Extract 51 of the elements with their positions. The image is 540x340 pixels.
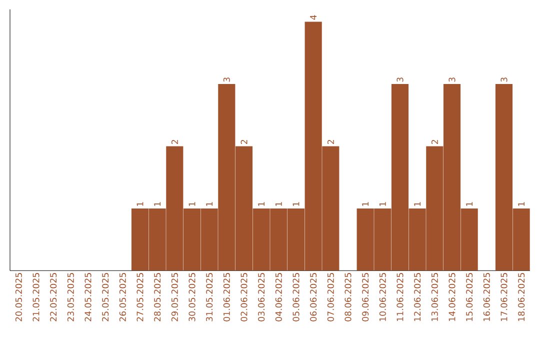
data-label: 1: [276, 202, 282, 206]
x-tick-label: 11.06.2025: [396, 273, 404, 321]
data-label: 1: [258, 202, 264, 206]
x-tick-label: 21.05.2025: [32, 273, 40, 322]
data-label: 1: [466, 202, 472, 206]
x-tick-label: 17.06.2025: [500, 273, 508, 321]
data-label: 1: [292, 202, 300, 206]
x-tick-label: 25.05.2025: [102, 273, 109, 322]
x-tick-label: 30.05.2025: [188, 273, 196, 322]
x-tick-label: 02.06.2025: [240, 273, 248, 322]
data-label: 2: [431, 140, 438, 144]
x-tick-label: 15.06.2025: [466, 273, 473, 321]
data-label: 1: [154, 202, 160, 206]
data-label: 1: [380, 202, 386, 206]
data-label: 1: [518, 202, 524, 206]
x-tick-label: 14.06.2025: [448, 273, 456, 321]
data-label: 2: [327, 140, 334, 144]
x-tick-label: 01.06.2025: [223, 273, 230, 322]
data-label: 3: [500, 78, 508, 82]
x-tick-label: 22.05.2025: [50, 273, 57, 322]
data-label: 4: [310, 15, 316, 20]
x-tick-label: 24.05.2025: [84, 273, 92, 322]
x-tick-label: 26.05.2025: [119, 273, 126, 322]
data-label: 1: [188, 202, 196, 206]
data-label: 1: [414, 202, 420, 206]
x-tick-label: 08.06.2025: [344, 273, 352, 322]
x-tick-label: 20.05.2025: [15, 273, 22, 322]
x-tick-label: 13.06.2025: [431, 273, 438, 321]
x-tick-label: 07.06.2025: [327, 273, 334, 322]
data-label: 1: [136, 202, 144, 206]
x-tick-label: 29.05.2025: [171, 273, 178, 322]
x-tick-label: 18.06.2025: [518, 273, 525, 321]
x-tick-label: 03.06.2025: [258, 273, 265, 322]
data-label: 2: [240, 140, 248, 144]
x-tick-label: 28.05.2025: [154, 273, 161, 322]
data-label: 3: [396, 78, 404, 82]
data-label: 1: [206, 202, 212, 206]
x-tick-label: 31.05.2025: [206, 273, 213, 322]
x-tick-label: 05.06.2025: [292, 273, 300, 322]
x-tick-label: 09.06.2025: [362, 273, 369, 322]
x-tick-label: 27.05.2025: [136, 273, 144, 322]
data-label: 2: [171, 140, 178, 144]
x-tick-label: 12.06.2025: [414, 273, 421, 321]
x-tick-label: 16.06.2025: [483, 273, 490, 321]
x-tick-label: 23.05.2025: [67, 273, 74, 322]
x-tick-label: 10.06.2025: [379, 273, 386, 321]
x-tick-label: 06.06.2025: [310, 273, 317, 322]
data-label: 3: [223, 78, 230, 82]
x-tick-label: 04.06.2025: [275, 273, 282, 322]
data-label: 1: [362, 202, 368, 206]
data-label: 3: [448, 78, 456, 82]
